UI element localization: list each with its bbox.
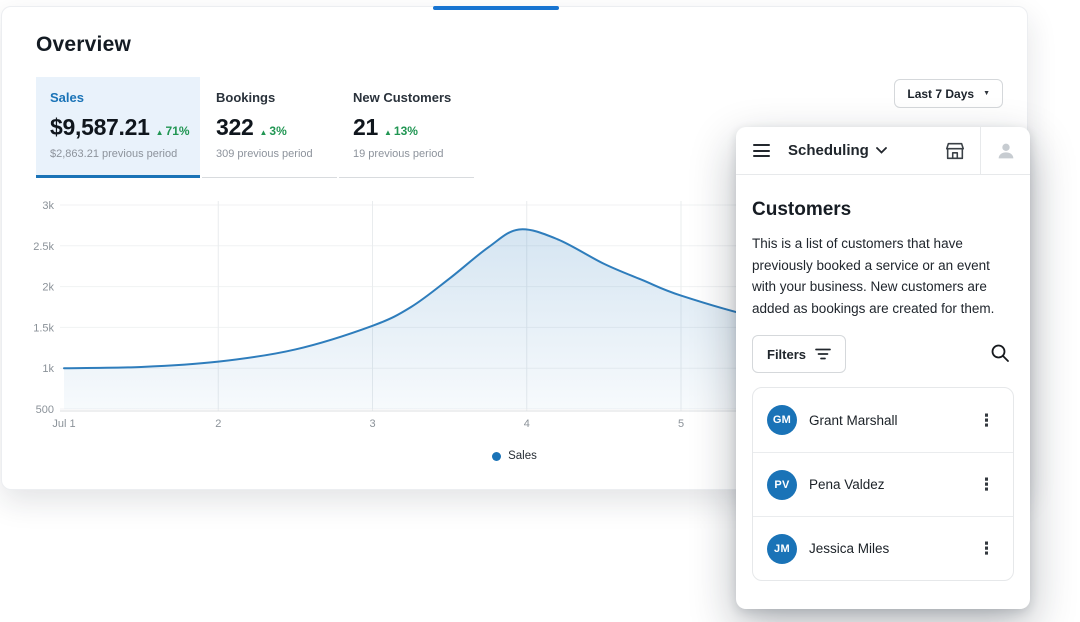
svg-text:Jul 1: Jul 1	[52, 418, 75, 430]
customer-row[interactable]: JM Jessica Miles ⋮	[753, 516, 1013, 580]
stats-row: Sales $9,587.21 ▲ 71% $2,863.21 previous…	[36, 77, 474, 178]
app-title-dropdown[interactable]: Scheduling	[786, 127, 889, 174]
hamburger-icon	[752, 144, 770, 157]
delta-up-icon: ▲	[383, 128, 392, 137]
svg-text:5: 5	[678, 418, 684, 430]
stat-delta: ▲ 13%	[384, 124, 418, 138]
svg-text:1.5k: 1.5k	[33, 322, 54, 334]
menu-button[interactable]	[736, 127, 786, 174]
svg-text:500: 500	[36, 404, 54, 416]
svg-text:2.5k: 2.5k	[33, 241, 54, 253]
kebab-menu-button[interactable]: ⋮	[974, 538, 999, 559]
delta-value: 71%	[165, 124, 190, 138]
period-selector[interactable]: Last 7 Days ▼	[894, 79, 1003, 108]
delta-value: 3%	[269, 124, 287, 138]
stat-label: Bookings	[216, 90, 276, 105]
customer-row[interactable]: PV Pena Valdez ⋮	[753, 452, 1013, 516]
customer-row[interactable]: GM Grant Marshall ⋮	[753, 388, 1013, 452]
stat-card-new-customers[interactable]: New Customers 21 ▲ 13% 19 previous perio…	[339, 77, 474, 178]
avatar: PV	[767, 469, 797, 500]
search-button[interactable]	[986, 339, 1014, 370]
delta-up-icon: ▲	[155, 128, 164, 137]
stat-label: New Customers	[353, 90, 452, 105]
storefront-button[interactable]	[930, 127, 980, 174]
legend-label: Sales	[508, 450, 537, 462]
stat-previous: $2,863.21 previous period	[50, 148, 178, 160]
kebab-menu-button[interactable]: ⋮	[974, 474, 999, 495]
svg-text:2: 2	[215, 418, 221, 430]
filters-button[interactable]: Filters	[752, 335, 847, 374]
filter-row: Filters	[752, 335, 1014, 374]
stat-value: 21	[353, 114, 378, 140]
scheduling-header: Scheduling	[736, 127, 1030, 175]
scheduling-panel: Scheduling Customers This is a list of c…	[736, 127, 1030, 609]
stat-card-sales[interactable]: Sales $9,587.21 ▲ 71% $2,863.21 previous…	[36, 77, 200, 178]
customer-name: Pena Valdez	[809, 477, 885, 493]
stat-label: Sales	[50, 90, 84, 105]
customer-name: Jessica Miles	[809, 541, 890, 557]
stat-previous: 19 previous period	[353, 148, 444, 160]
header-spacer	[889, 127, 930, 174]
stat-delta: ▲ 3%	[259, 124, 286, 138]
customer-name: Grant Marshall	[809, 412, 898, 428]
storefront-icon	[945, 142, 965, 159]
stat-value: $9,587.21	[50, 114, 150, 140]
scheduling-body: Customers This is a list of customers th…	[736, 175, 1030, 582]
avatar: JM	[767, 533, 797, 564]
stat-card-bookings[interactable]: Bookings 322 ▲ 3% 309 previous period	[202, 77, 337, 178]
period-label: Last 7 Days	[907, 86, 975, 101]
profile-button[interactable]	[980, 127, 1030, 174]
svg-text:3k: 3k	[42, 200, 54, 212]
app-title: Scheduling	[788, 142, 869, 159]
chevron-down-icon	[875, 147, 887, 154]
filters-label: Filters	[767, 346, 807, 362]
search-icon	[991, 344, 1009, 362]
svg-text:1k: 1k	[42, 363, 54, 375]
svg-text:4: 4	[524, 418, 530, 430]
kebab-menu-button[interactable]: ⋮	[974, 410, 999, 431]
legend-dot-icon	[492, 451, 502, 461]
customers-description: This is a list of customers that have pr…	[752, 236, 995, 316]
svg-text:3: 3	[369, 418, 375, 430]
page-title: Overview	[36, 33, 131, 56]
delta-up-icon: ▲	[259, 128, 268, 137]
customer-list: GM Grant Marshall ⋮ PV Pena Valdez ⋮ JM …	[752, 387, 1014, 582]
person-icon	[998, 143, 1013, 158]
caret-down-icon: ▼	[983, 90, 990, 97]
svg-text:2k: 2k	[42, 282, 54, 294]
filter-icon	[815, 349, 831, 360]
stat-value: 322	[216, 114, 254, 140]
window-accent-line	[433, 6, 559, 10]
stat-previous: 309 previous period	[216, 148, 313, 160]
avatar: GM	[767, 405, 797, 436]
customers-title: Customers	[752, 199, 852, 220]
delta-value: 13%	[393, 124, 418, 138]
stat-delta: ▲ 71%	[156, 124, 190, 138]
chart-legend: Sales	[2, 450, 1027, 462]
